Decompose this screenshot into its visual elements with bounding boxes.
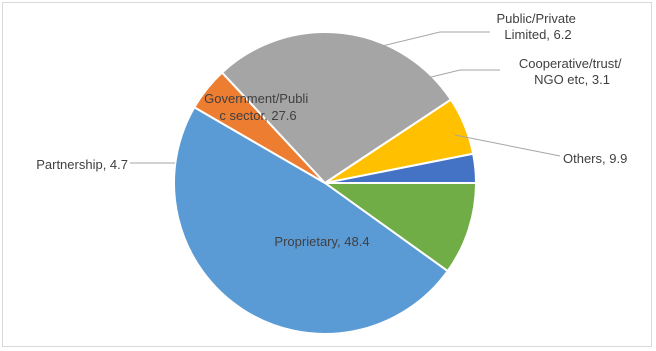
label-others: Others, 9.9	[563, 151, 627, 166]
label-cooperative-line-1: Cooperative/trust/	[519, 56, 622, 71]
label-government-line-2: c sector, 27.6	[219, 108, 296, 123]
label-government: Government/Publi c sector, 27.6	[204, 91, 312, 123]
pie-slices	[173, 31, 478, 335]
pie-slice-cooperative-trust-ngo-etc	[324, 152, 478, 184]
label-public-private: Public/Private Limited, 6.2	[496, 11, 579, 42]
pie-slice-others	[321, 182, 478, 273]
label-others-line-1: Others, 9.9	[563, 151, 627, 166]
leader-line-cooperative	[422, 69, 500, 80]
label-public-private-line-2: Limited, 6.2	[504, 27, 571, 42]
label-public-private-line-1: Public/Private	[496, 11, 575, 26]
label-cooperative: Cooperative/trust/ NGO etc, 3.1	[519, 56, 625, 87]
label-cooperative-line-2: NGO etc, 3.1	[534, 72, 610, 87]
pie-slice-proprietary	[173, 105, 450, 335]
label-proprietary: Proprietary, 48.4	[274, 234, 369, 249]
leader-line-public-private	[377, 31, 490, 48]
leader-line-others	[454, 134, 561, 157]
label-government-line-1: Government/Publi	[204, 91, 308, 106]
pie-slice-government-public-sector	[220, 31, 453, 185]
label-partnership: Partnership, 4.7	[36, 157, 128, 172]
label-proprietary-line-1: Proprietary, 48.4	[274, 234, 369, 249]
label-partnership-line-1: Partnership, 4.7	[36, 157, 128, 172]
